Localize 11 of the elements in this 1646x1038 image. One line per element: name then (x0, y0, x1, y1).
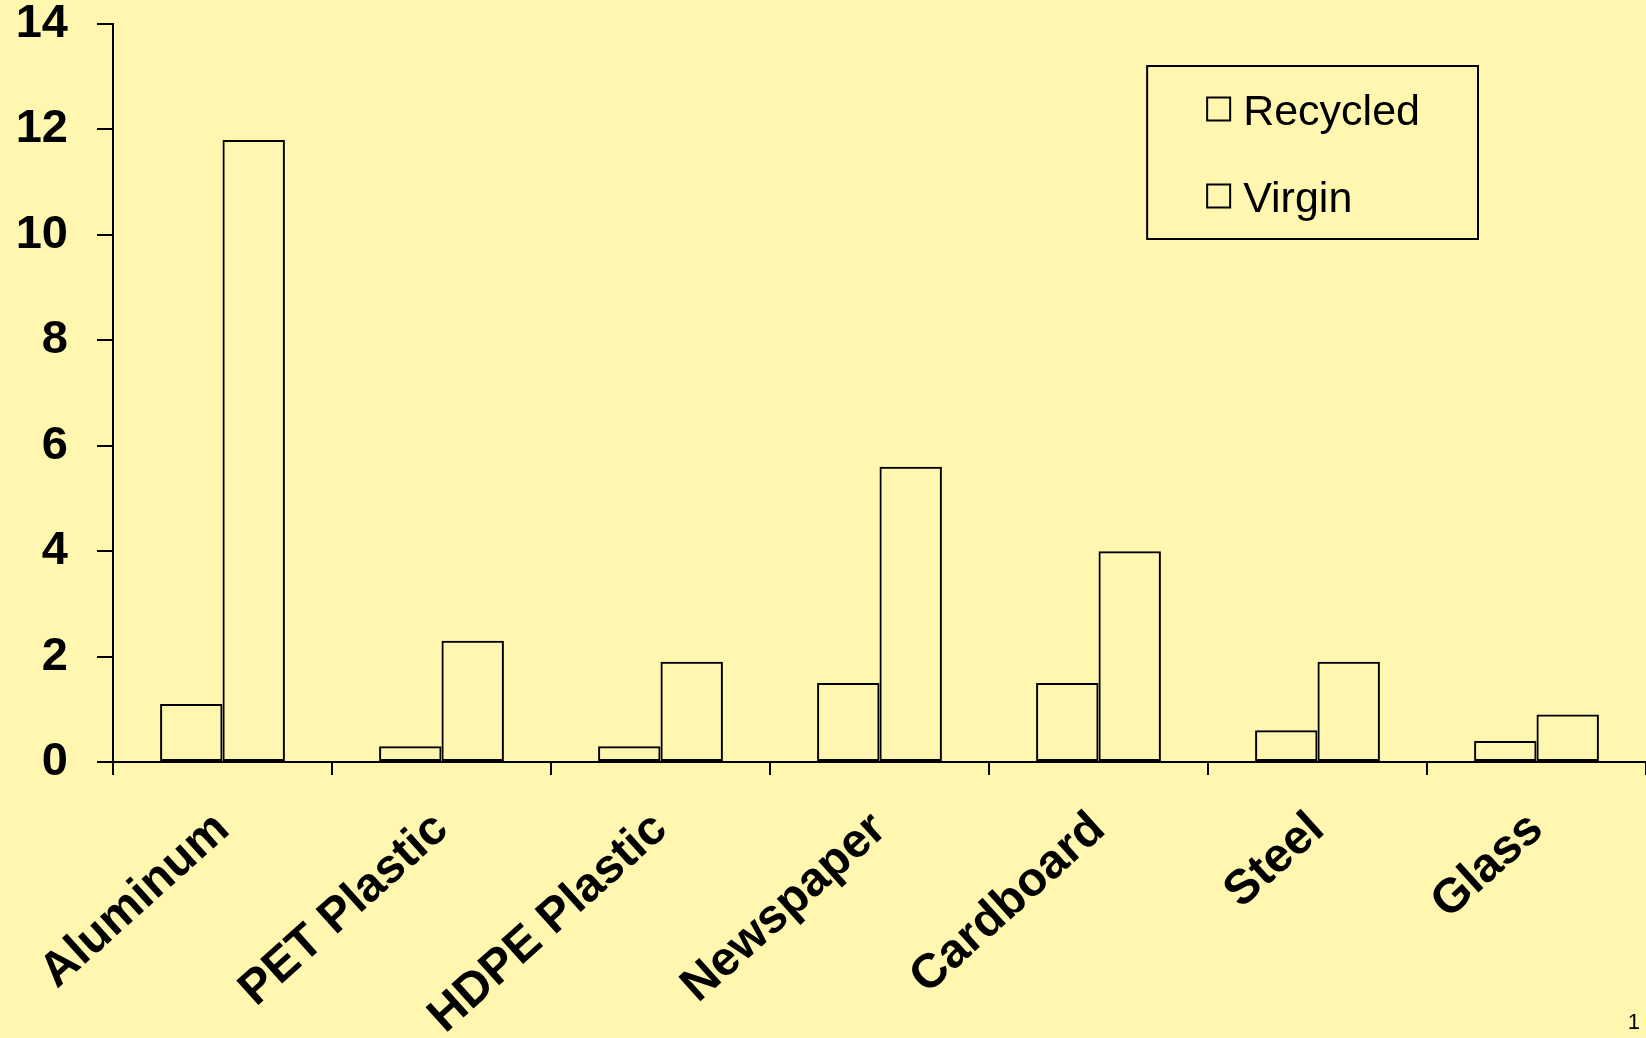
y-tick-label: 12 (15, 99, 68, 153)
y-tick-label: 8 (41, 310, 68, 364)
text: 1 (1627, 1009, 1640, 1035)
y-tick-label: 0 (41, 731, 68, 785)
legend-label: Virgin (1243, 172, 1353, 221)
y-tick-label: 6 (41, 415, 68, 469)
legend-label: Recycled (1243, 85, 1421, 134)
y-tick-label: 2 (41, 626, 68, 680)
y-tick-label: 14 (15, 0, 68, 47)
y-tick-label: 4 (41, 521, 68, 575)
y-tick-label: 10 (15, 204, 68, 258)
